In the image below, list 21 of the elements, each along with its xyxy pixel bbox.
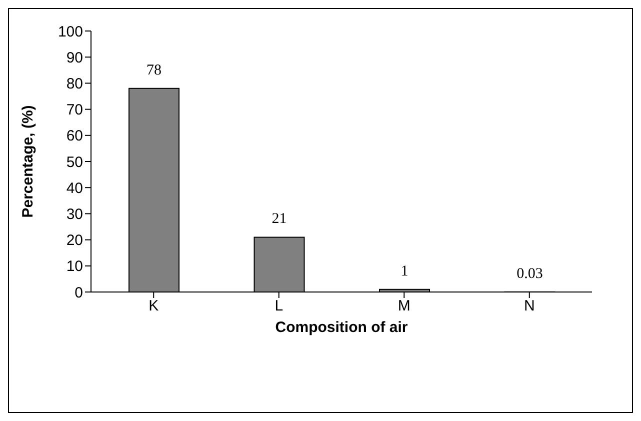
x-tick-label: M (398, 298, 410, 315)
x-tick-label: L (274, 298, 284, 315)
y-tick-label: 90 (66, 49, 83, 66)
y-axis-title: Percentage, (%) (19, 105, 36, 218)
y-tick-label: 80 (66, 76, 83, 93)
y-tick-label: 0 (74, 284, 83, 302)
data-label: 0.03 (516, 266, 543, 282)
y-tick-label: 50 (66, 154, 83, 171)
x-tick-label: N (524, 298, 535, 315)
x-tick-label: K (148, 298, 159, 315)
y-tick-label: 60 (66, 128, 83, 145)
data-label: 1 (400, 263, 408, 280)
data-label: 78 (146, 62, 162, 78)
y-tick-label: 30 (66, 206, 83, 224)
y-tick-label: 10 (66, 258, 83, 276)
y-tick-label: 40 (66, 180, 83, 197)
x-axis-title: Composition of air (275, 319, 408, 336)
data-label: 21 (272, 211, 287, 228)
y-tick-label: 100 (58, 23, 83, 40)
y-tick-label: 20 (66, 232, 83, 250)
y-tick-label: 70 (66, 102, 83, 119)
